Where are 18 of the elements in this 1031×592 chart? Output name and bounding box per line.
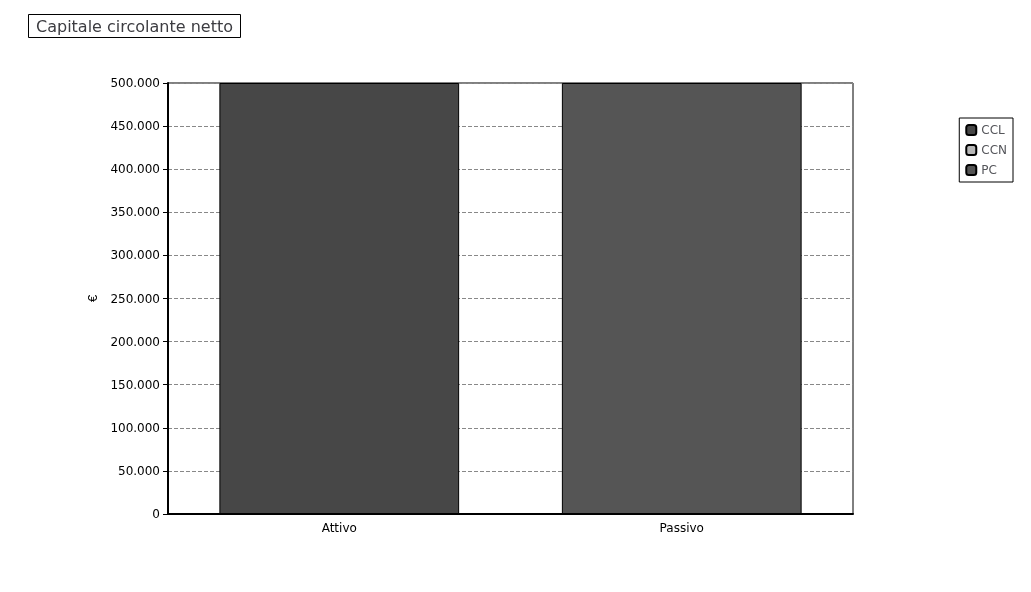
y-tick-label: 100.000	[110, 420, 160, 435]
y-tick-label: 50.000	[118, 463, 160, 478]
y-tick-label: 150.000	[110, 377, 160, 392]
y-tick-label: 500.000	[110, 76, 160, 90]
y-tick-label: 450.000	[110, 119, 160, 134]
x-tick-label: Passivo	[659, 521, 704, 535]
y-axis-title: €	[85, 294, 101, 303]
y-tick-label: 400.000	[110, 162, 160, 177]
y-tick-label: 250.000	[110, 291, 160, 306]
y-tick-label: 200.000	[110, 334, 160, 349]
legend-label: CCN	[981, 143, 1007, 157]
y-tick-label: 350.000	[110, 205, 160, 220]
legend-label: PC	[981, 163, 997, 177]
chart-title: Capitale circolante netto	[36, 16, 233, 36]
legend-label: CCL	[981, 123, 1006, 137]
y-tick-label: 0	[152, 507, 160, 521]
y-tick-label: 300.000	[110, 248, 160, 263]
x-tick-label: Attivo	[321, 521, 357, 535]
